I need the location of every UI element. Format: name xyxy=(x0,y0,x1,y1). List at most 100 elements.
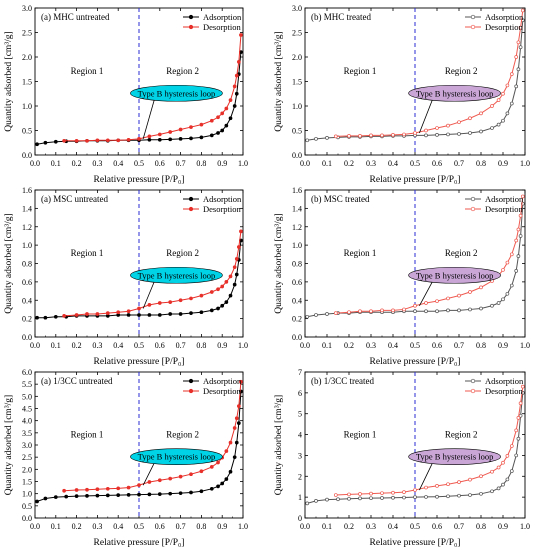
y-tick-label: 0.5 xyxy=(292,127,302,136)
data-point xyxy=(216,287,220,292)
x-tick-label: 0.3 xyxy=(92,341,102,350)
data-point xyxy=(518,45,523,50)
hysteresis-callout-label: Type B hysteresis loop xyxy=(416,270,494,280)
data-point xyxy=(457,132,461,136)
y-tick-label: 2 xyxy=(298,472,302,481)
data-point xyxy=(468,307,472,312)
legend-swatch-marker xyxy=(470,388,476,394)
y-tick-label: 3.0 xyxy=(22,441,32,450)
data-point xyxy=(234,257,239,261)
data-point xyxy=(189,490,193,495)
data-point xyxy=(446,494,450,499)
data-point xyxy=(501,460,505,465)
legend-swatch-marker xyxy=(470,14,476,20)
data-point xyxy=(496,122,501,127)
data-point xyxy=(509,252,514,257)
data-point xyxy=(496,301,501,305)
data-point xyxy=(157,313,162,317)
y-tick-label: 1.6 xyxy=(292,186,302,195)
data-point xyxy=(220,481,225,486)
data-point xyxy=(137,483,141,487)
data-point xyxy=(305,138,310,143)
y-tick-label: 2.5 xyxy=(22,453,32,462)
data-point xyxy=(446,132,450,137)
data-point xyxy=(228,293,233,298)
data-point xyxy=(232,455,237,460)
data-point xyxy=(216,460,220,465)
y-tick-label: 6 xyxy=(298,389,302,398)
data-point xyxy=(53,139,58,144)
data-point xyxy=(424,133,428,138)
x-tick-label: 1.0 xyxy=(238,159,248,168)
data-point xyxy=(35,499,39,504)
x-tick-label: 0.6 xyxy=(155,522,165,531)
x-tick-label: 0.9 xyxy=(217,341,227,350)
data-point xyxy=(413,488,417,492)
data-point xyxy=(199,469,204,474)
data-point xyxy=(347,310,351,315)
data-point xyxy=(325,497,329,502)
data-point xyxy=(209,465,214,469)
data-point xyxy=(514,269,519,273)
panel-label: (a) MHC untreated xyxy=(41,12,110,22)
data-point xyxy=(457,120,461,125)
x-tick-label: 0.1 xyxy=(322,522,332,531)
data-point xyxy=(402,495,406,500)
x-tick-label: 0.4 xyxy=(388,522,398,531)
x-axis-label: Relative pressure [P/P₀] xyxy=(94,357,185,367)
data-point xyxy=(95,138,100,143)
data-point xyxy=(228,469,233,474)
x-tick-label: 0.2 xyxy=(72,159,82,168)
x-tick-label: 0.5 xyxy=(410,159,420,168)
data-point xyxy=(402,490,406,494)
y-tick-label: 0 xyxy=(298,514,302,523)
data-point xyxy=(305,501,310,506)
data-point xyxy=(228,274,233,279)
y-tick-label: 1.2 xyxy=(292,223,302,232)
x-tick-label: 0.4 xyxy=(388,341,398,350)
y-axis-label: Quantity adsorbed [cm³/g] xyxy=(274,31,284,131)
data-point xyxy=(232,426,237,430)
data-point xyxy=(501,268,505,272)
data-point xyxy=(178,298,183,303)
data-point xyxy=(220,111,225,116)
x-tick-label: 0.0 xyxy=(30,522,40,531)
data-point xyxy=(501,118,505,123)
data-point xyxy=(490,303,494,308)
x-tick-label: 0.4 xyxy=(388,159,398,168)
legend-entry-label: Desorption xyxy=(485,386,524,396)
data-point xyxy=(509,444,514,448)
data-point xyxy=(224,449,229,453)
data-point xyxy=(178,491,183,496)
legend-entry-label: Adsorption xyxy=(203,376,242,386)
y-tick-label: 0.8 xyxy=(22,260,32,269)
hysteresis-callout-label: Type B hysteresis loop xyxy=(416,452,494,462)
data-point xyxy=(435,133,439,137)
x-tick-label: 0.6 xyxy=(155,341,165,350)
data-point xyxy=(514,428,519,433)
data-point xyxy=(35,315,39,320)
chart-panel-3: 0.0 0.1 0.2 0.3 0.4 0.5 0.6 0.7 0.8 0.9 1.0 0.0 0.2 0… xyxy=(4,186,248,367)
y-tick-label: 4.0 xyxy=(22,417,32,426)
legend-entry-label: Adsorption xyxy=(485,376,524,386)
data-point xyxy=(413,309,417,314)
hysteresis-callout-ellipse xyxy=(408,448,501,465)
data-point xyxy=(391,490,395,495)
x-tick-label: 0.1 xyxy=(322,341,332,350)
data-point xyxy=(35,142,39,147)
region2-label: Region 2 xyxy=(166,430,199,440)
data-point xyxy=(126,309,131,314)
x-tick-label: 0.7 xyxy=(454,522,464,531)
data-point xyxy=(516,416,521,420)
callout-pointer xyxy=(142,462,155,486)
data-point xyxy=(236,245,241,249)
x-tick-label: 0.5 xyxy=(134,522,144,531)
data-point xyxy=(147,137,152,142)
legend-swatch-marker xyxy=(470,196,476,202)
x-tick-label: 0.2 xyxy=(344,159,354,168)
data-point xyxy=(457,293,461,298)
data-point xyxy=(126,137,131,142)
x-tick-label: 0.9 xyxy=(217,522,227,531)
data-point xyxy=(479,111,483,116)
